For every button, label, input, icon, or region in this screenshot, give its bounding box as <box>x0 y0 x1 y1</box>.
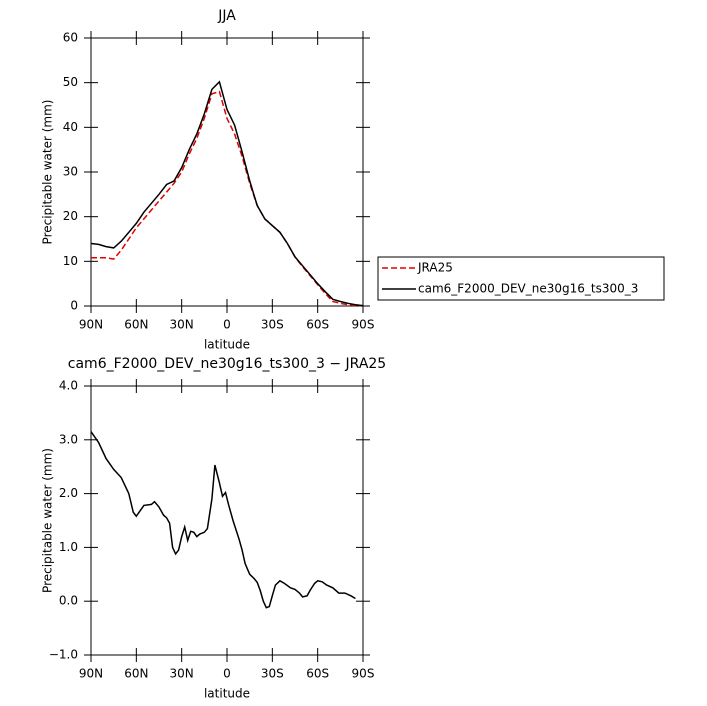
x-tick-label: 90S <box>352 318 375 332</box>
chart-title: cam6_F2000_DEV_ne30g16_ts300_3 − JRA25 <box>68 356 386 372</box>
x-tick-label: 90N <box>79 667 103 681</box>
x-tick-label: 0 <box>223 318 231 332</box>
legend-label: cam6_F2000_DEV_ne30g16_ts300_3 <box>418 282 638 296</box>
x-tick-label: 90N <box>79 318 103 332</box>
y-tick-label: 50 <box>63 75 78 89</box>
y-tick-label: 40 <box>63 120 78 134</box>
x-tick-label: 30N <box>170 667 194 681</box>
plot-frame <box>90 37 364 307</box>
y-tick-label: 3.0 <box>59 432 78 446</box>
data-line <box>90 431 356 609</box>
x-tick-label: 30N <box>170 318 194 332</box>
plot-frame <box>90 385 364 656</box>
x-tick-label: 0 <box>223 667 231 681</box>
y-tick-label: 2.0 <box>59 486 78 500</box>
x-tick-label: 90S <box>352 667 375 681</box>
x-axis-label: latitude <box>204 338 250 352</box>
y-tick-label: 60 <box>63 31 78 45</box>
y-tick-label: 10 <box>63 254 78 268</box>
x-tick-label: 60S <box>306 667 329 681</box>
y-tick-label: 0.0 <box>59 594 78 608</box>
data-line <box>90 80 364 307</box>
y-tick-label: 20 <box>63 209 78 223</box>
legend-label: JRA25 <box>417 261 453 275</box>
x-tick-label: 60N <box>124 667 148 681</box>
y-tick-label: −1.0 <box>49 648 78 662</box>
y-axis-label: Precipitable water (mm) <box>41 100 55 245</box>
y-tick-label: 4.0 <box>59 379 78 393</box>
legend-box <box>377 256 665 301</box>
x-tick-label: 30S <box>261 667 284 681</box>
y-tick-label: 1.0 <box>59 540 78 554</box>
y-axis-label: Precipitable water (mm) <box>41 448 55 593</box>
y-tick-label: 0 <box>70 299 78 313</box>
x-tick-label: 60S <box>306 318 329 332</box>
data-line <box>91 90 364 307</box>
chart-title: JJA <box>217 8 236 24</box>
x-axis-label: latitude <box>204 687 250 701</box>
x-tick-label: 30S <box>261 318 284 332</box>
x-tick-label: 60N <box>124 318 148 332</box>
y-tick-label: 30 <box>63 165 78 179</box>
